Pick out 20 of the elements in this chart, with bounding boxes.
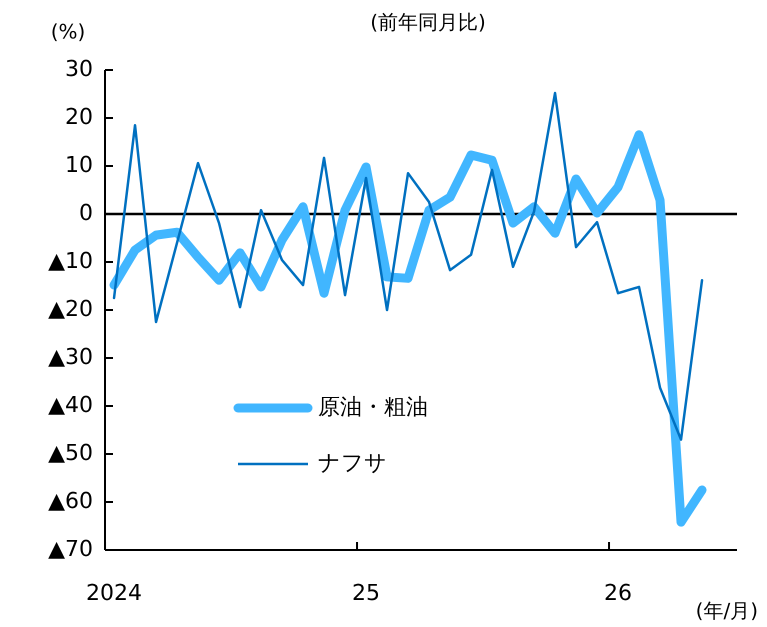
y-tick-label: ▲60 [48, 489, 93, 514]
x-tick-label: 2024 [86, 581, 142, 606]
y-tick-label: 10 [65, 153, 93, 178]
x-tick-label: 25 [352, 581, 380, 606]
y-tick-label: ▲20 [48, 297, 93, 322]
legend-label: 原油・粗油 [318, 395, 428, 420]
y-tick-label: 30 [65, 57, 93, 82]
line-series [112, 92, 704, 441]
legend-label: ナフサ [318, 451, 387, 476]
y-tick-label: ▲30 [48, 345, 93, 370]
y-tick-label: ▲50 [48, 441, 93, 466]
x-axis-title: (年/月) [696, 598, 758, 622]
y-tick-label: ▲70 [48, 537, 93, 562]
y-tick-label: ▲40 [48, 393, 93, 418]
y-tick-label: 0 [79, 201, 93, 226]
y-tick-label: ▲10 [48, 249, 93, 274]
x-tick-label: 26 [604, 581, 632, 606]
chart-title: (前年同月比) [370, 10, 486, 34]
y-tick-label: 20 [65, 105, 93, 130]
y-axis-title: (%) [50, 19, 86, 44]
